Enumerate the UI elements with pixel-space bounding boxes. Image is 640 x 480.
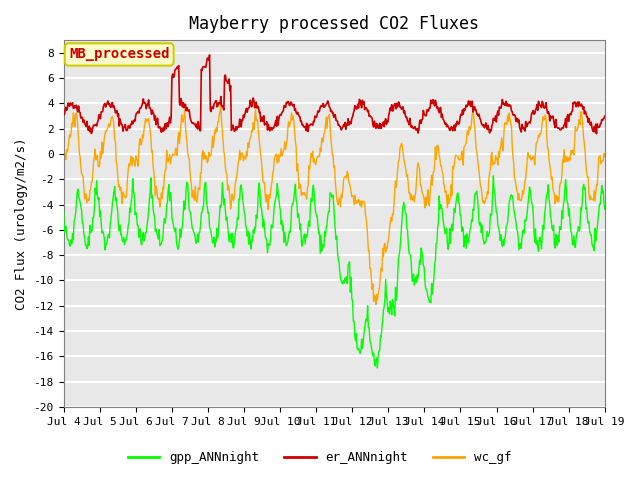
Title: Mayberry processed CO2 Fluxes: Mayberry processed CO2 Fluxes [189, 15, 479, 33]
Y-axis label: CO2 Flux (urology/m2/s): CO2 Flux (urology/m2/s) [15, 137, 28, 310]
Legend: gpp_ANNnight, er_ANNnight, wc_gf: gpp_ANNnight, er_ANNnight, wc_gf [123, 446, 517, 469]
Text: MB_processed: MB_processed [69, 48, 170, 61]
